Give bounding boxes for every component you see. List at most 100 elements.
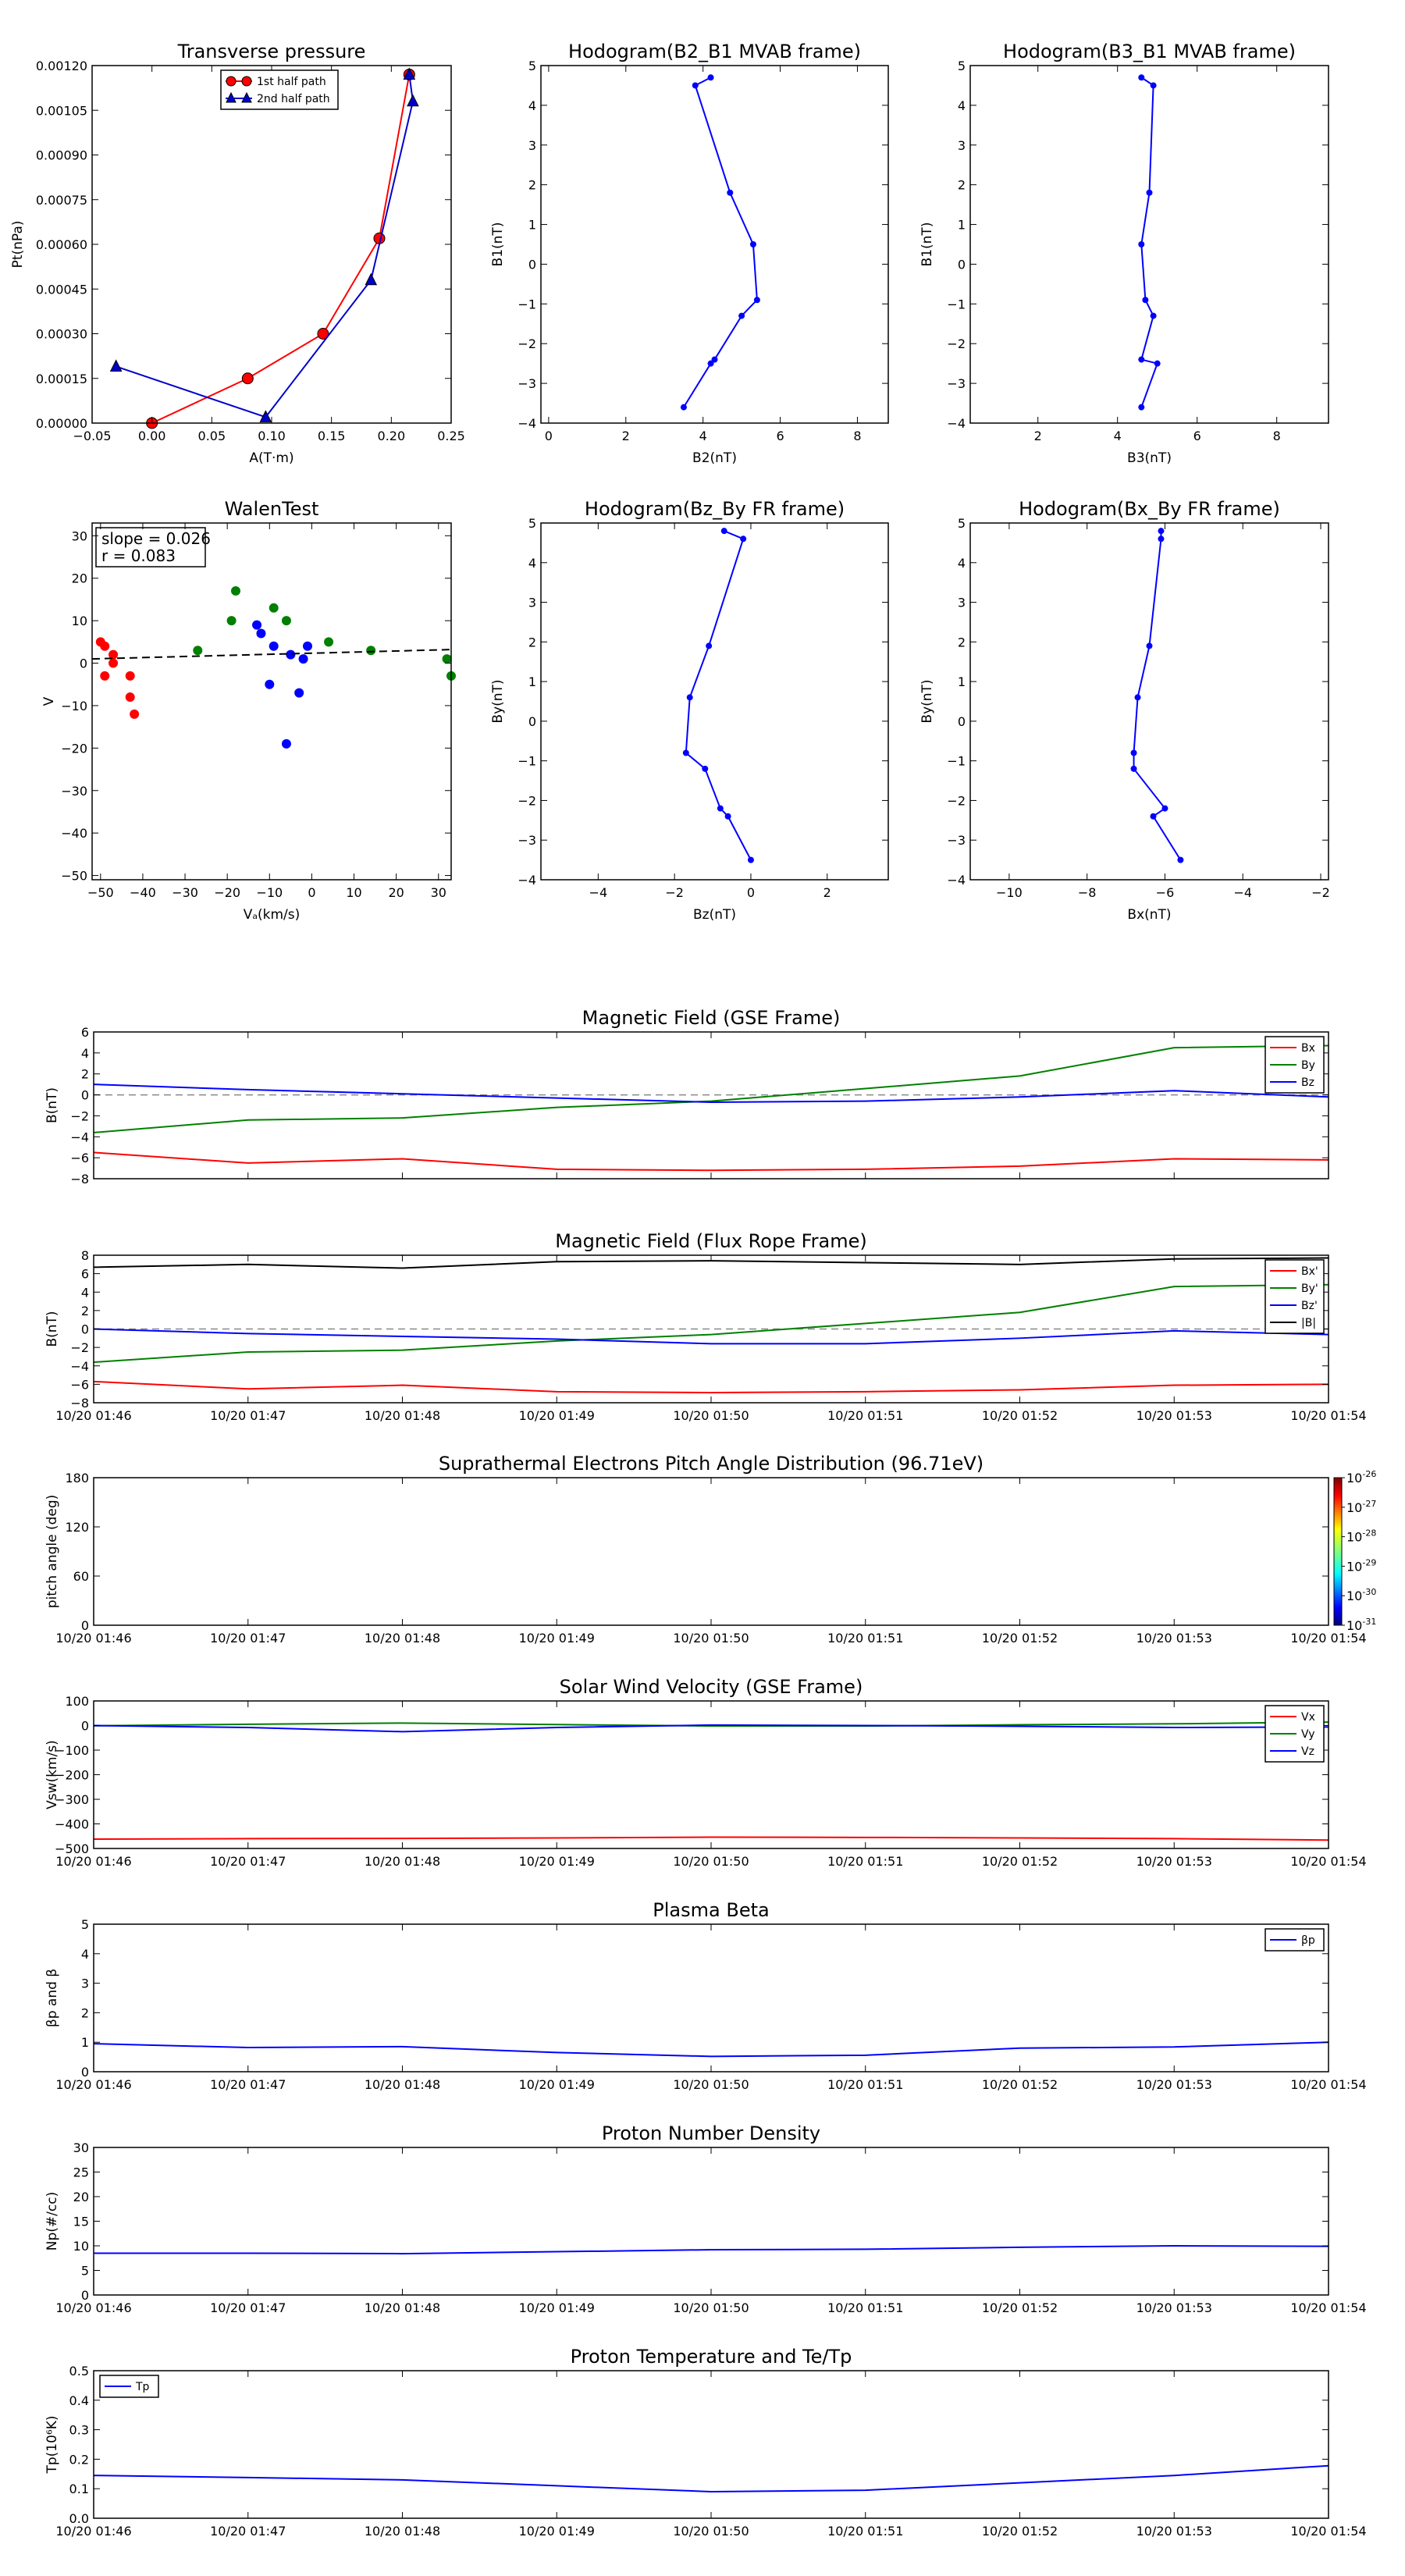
x-tick-label: 10/20 01:48 <box>365 2077 440 2092</box>
series-line-0 <box>94 1151 1329 1172</box>
scatter-point <box>108 658 119 668</box>
y-axis-label: B1(nT) <box>490 222 506 267</box>
y-tick-label: 4 <box>528 98 536 113</box>
y-tick-label: −6 <box>70 1151 89 1165</box>
x-tick-label: 10/20 01:51 <box>827 2300 903 2315</box>
scatter-point <box>130 709 140 719</box>
series-line-0 <box>683 76 758 408</box>
y-tick-label: −500 <box>55 1841 89 1856</box>
plot-frame <box>93 2370 1329 2519</box>
data-point <box>407 94 419 107</box>
y-tick-label: 0 <box>81 1088 89 1103</box>
x-tick-label: 10/20 01:46 <box>55 2077 131 2092</box>
y-axis-label: By(nT) <box>490 679 506 723</box>
y-tick-label: 5 <box>958 516 966 531</box>
x-axis-label: B3(nT) <box>1127 450 1172 466</box>
y-tick-label: −1 <box>518 754 536 769</box>
y-tick-label: 0.2 <box>69 2452 89 2467</box>
x-tick-label: 10/20 01:52 <box>982 2524 1058 2539</box>
y-tick-label: 1 <box>528 218 536 233</box>
data-point <box>753 297 760 304</box>
chart-title: Magnetic Field (Flux Rope Frame) <box>555 1230 866 1252</box>
data-point <box>1154 360 1161 367</box>
y-tick-label: −3 <box>947 376 966 391</box>
x-tick-label: 10/20 01:49 <box>519 1631 595 1646</box>
y-tick-label: 20 <box>73 2190 89 2204</box>
data-point <box>1138 356 1145 363</box>
data-point <box>109 359 123 372</box>
x-tick-label: 10/20 01:53 <box>1136 1408 1212 1423</box>
chart-hodo_b2b1: Hodogram(B2_B1 MVAB frame) −4 −3 −2 −1 0 1 2 3 4 5… <box>490 41 889 466</box>
x-tick-label: 10/20 01:50 <box>673 2524 749 2539</box>
data-point <box>1134 694 1141 701</box>
x-tick-label: 10/20 01:46 <box>55 1854 131 1869</box>
data-point <box>1142 297 1149 304</box>
y-tick-label: −2 <box>70 1108 89 1123</box>
series-line-1 <box>94 1721 1329 1727</box>
y-tick-label: 4 <box>958 556 966 571</box>
y-tick-label: 0.1 <box>69 2482 89 2496</box>
y-tick-label: 60 <box>73 1569 89 1584</box>
y-tick-label: −4 <box>947 416 966 431</box>
x-tick-label: −40 <box>130 885 156 900</box>
y-tick-label: 0.00075 <box>36 193 87 208</box>
x-tick-label: 10/20 01:47 <box>210 1631 286 1646</box>
scatter-point <box>125 671 135 681</box>
x-tick-label: 10/20 01:51 <box>827 1408 903 1423</box>
scatter-point <box>125 692 135 703</box>
y-tick-label: 15 <box>73 2215 89 2229</box>
y-tick-label: 180 <box>65 1471 89 1485</box>
x-tick-label: −2 <box>1311 885 1330 900</box>
x-tick-label: 10/20 01:51 <box>827 1854 903 1869</box>
series-line-0 <box>1133 531 1182 861</box>
y-tick-label: −30 <box>61 784 87 799</box>
data-point <box>1177 856 1184 863</box>
y-tick-label: 0 <box>81 2065 89 2080</box>
colorbar-label: 10-28 <box>1346 1528 1376 1545</box>
x-tick-label: 10/20 01:49 <box>519 1408 595 1423</box>
x-tick-label: 10/20 01:53 <box>1136 1631 1212 1646</box>
y-axis-label: B(nT) <box>44 1087 60 1123</box>
x-axis-label: B2(nT) <box>692 450 737 466</box>
colorbar <box>1333 1477 1343 1626</box>
y-tick-label: 0.4 <box>69 2393 89 2408</box>
series-line-2 <box>94 1083 1329 1103</box>
data-point <box>727 189 734 196</box>
x-tick-label: 10/20 01:53 <box>1136 2524 1212 2539</box>
x-tick-label: 0 <box>747 885 755 900</box>
y-tick-label: −8 <box>70 1396 89 1411</box>
x-tick-label: 10/20 01:52 <box>982 1854 1058 1869</box>
y-tick-label: 2 <box>958 178 966 193</box>
y-tick-label: 1 <box>958 674 966 689</box>
chart-title: Suprathermal Electrons Pitch Angle Distr… <box>439 1453 984 1475</box>
x-tick-label: −10 <box>256 885 283 900</box>
y-tick-label: 5 <box>958 59 966 73</box>
x-axis-label: A(T·m) <box>249 450 293 466</box>
plot-frame <box>93 1923 1329 2073</box>
chart-vsw: Solar Wind Velocity (GSE Frame) −500 −400 −… <box>44 1676 1367 1869</box>
y-tick-label: −4 <box>70 1359 89 1374</box>
x-tick-label: 10/20 01:48 <box>365 1631 440 1646</box>
data-point <box>724 813 731 820</box>
series-line-1 <box>116 74 414 418</box>
legend-label: Bz' <box>1301 1300 1318 1312</box>
x-tick-label: 10/20 01:52 <box>982 2077 1058 2092</box>
y-tick-label: 4 <box>528 556 536 571</box>
y-tick-label: −4 <box>518 416 536 431</box>
chart-title: Hodogram(Bx_By FR frame) <box>1019 498 1280 520</box>
scatter-point <box>281 738 291 749</box>
x-tick-label: 0 <box>308 885 315 900</box>
y-tick-label: −1 <box>518 297 536 311</box>
x-tick-label: 0.20 <box>378 429 406 443</box>
y-tick-label: 5 <box>528 516 536 531</box>
x-tick-label: 30 <box>431 885 446 900</box>
x-tick-label: −10 <box>996 885 1023 900</box>
y-tick-label: 0.00105 <box>36 103 87 118</box>
legend-label: Vx <box>1301 1711 1315 1724</box>
scatter-point <box>193 646 203 656</box>
x-tick-label: 4 <box>1114 429 1122 443</box>
series-line-0 <box>94 1836 1329 1841</box>
y-tick-label: 6 <box>81 1267 89 1282</box>
data-point <box>1161 805 1168 812</box>
